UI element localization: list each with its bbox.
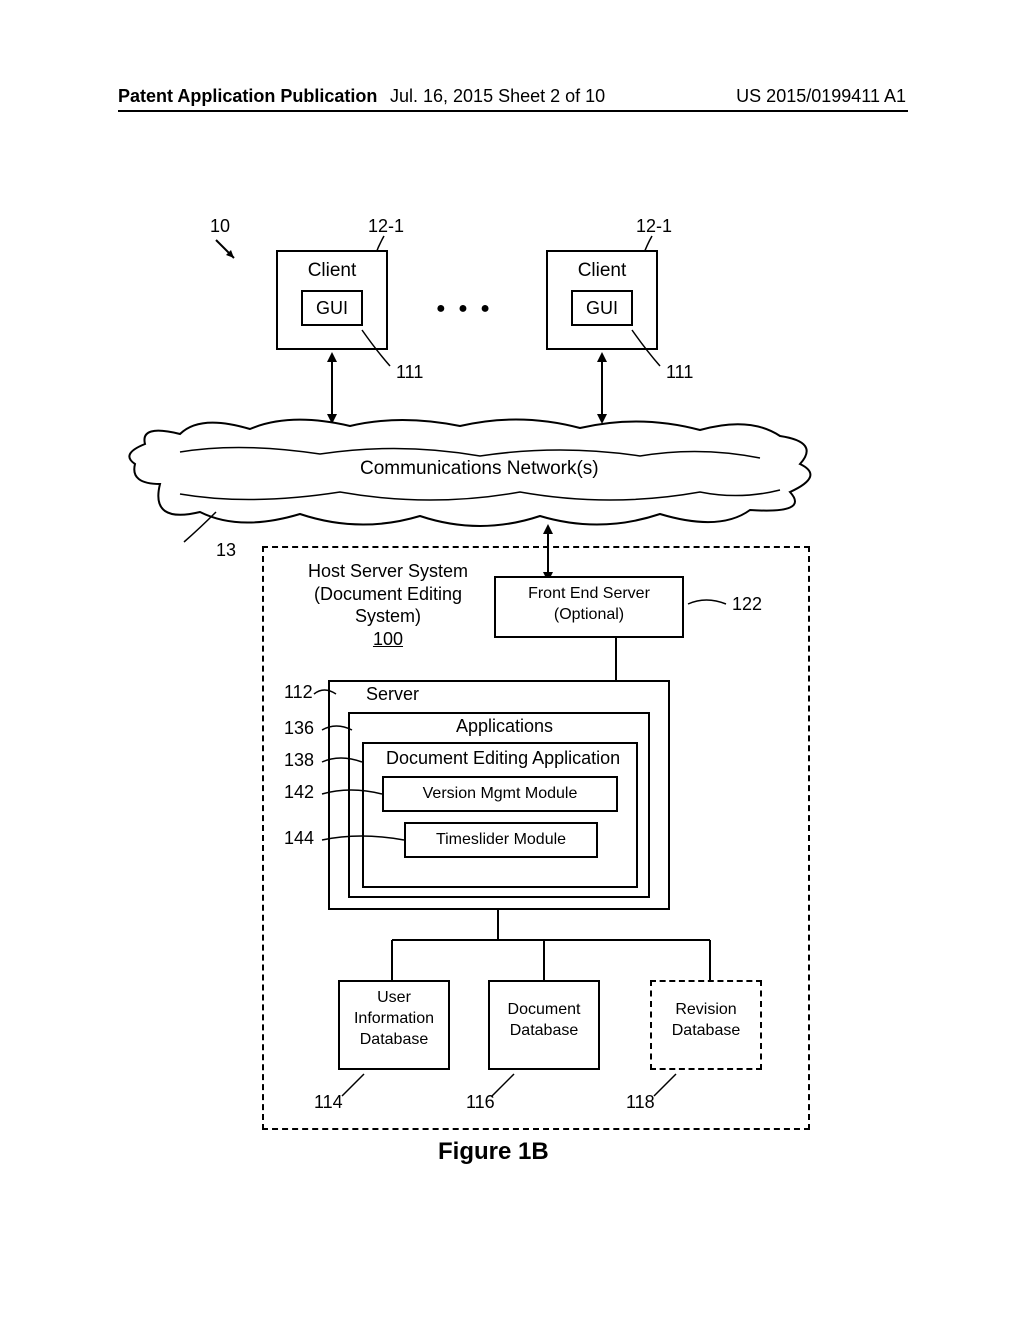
gui-box-left: GUI <box>301 290 363 326</box>
leader-applications-icon <box>320 720 356 740</box>
rev-db-line1: Revision <box>652 1000 760 1021</box>
ellipsis-label: ● ● ● <box>436 300 494 318</box>
ref-network: 13 <box>216 540 236 561</box>
front-end-line2: (Optional) <box>496 605 682 626</box>
leader-version-icon <box>320 784 386 804</box>
ref-rev-db: 118 <box>626 1092 655 1113</box>
ref-applications: 136 <box>284 718 314 739</box>
rev-db-box: Revision Database <box>650 980 762 1070</box>
header-right: US 2015/0199411 A1 <box>736 86 906 107</box>
ref-doc-db: 116 <box>466 1092 495 1113</box>
client-label-right: Client <box>548 260 656 282</box>
leader-gui-left-icon <box>358 326 398 376</box>
figure-label: Figure 1B <box>438 1138 549 1166</box>
ref-server: 112 <box>284 682 313 703</box>
ref-timeslider: 144 <box>284 828 314 849</box>
ref-gui-right: 111 <box>666 362 693 383</box>
leader-doc-edit-icon <box>320 752 366 772</box>
ref-front-end: 122 <box>732 594 762 615</box>
ref-user-db: 114 <box>314 1092 343 1113</box>
line-front-end-down-icon <box>614 638 618 682</box>
db-connector-icon <box>330 910 790 990</box>
leader-timeslider-icon <box>320 830 408 850</box>
host-ref-label: 100 <box>294 628 482 651</box>
version-module-box: Version Mgmt Module <box>382 776 618 812</box>
client-label: Client <box>278 260 386 282</box>
ref-system: 10 <box>210 216 230 237</box>
host-line3: System) <box>294 605 482 628</box>
front-end-line1: Front End Server <box>496 584 682 605</box>
ref-doc-edit-app: 138 <box>284 750 314 771</box>
leader-gui-right-icon <box>628 326 668 376</box>
doc-db-line1: Document <box>490 1000 598 1021</box>
gui-box-right: GUI <box>571 290 633 326</box>
ref-version-module: 142 <box>284 782 314 803</box>
user-db-line2: Information <box>340 1009 448 1030</box>
doc-db-line2: Database <box>490 1021 598 1042</box>
header-rule <box>118 110 908 112</box>
user-db-line3: Database <box>340 1030 448 1051</box>
host-label-block: Host Server System (Document Editing Sys… <box>294 560 482 650</box>
timeslider-module-box: Timeslider Module <box>404 822 598 858</box>
leader-front-end-icon <box>686 594 736 614</box>
doc-db-box: Document Database <box>488 980 600 1070</box>
applications-label: Applications <box>456 716 553 737</box>
network-label: Communications Network(s) <box>360 458 599 480</box>
header-left: Patent Application Publication <box>118 86 377 107</box>
leader-server-icon <box>312 684 338 704</box>
doc-edit-app-label: Document Editing Application <box>386 748 620 769</box>
front-end-server-box: Front End Server (Optional) <box>494 576 684 638</box>
arrow-system-icon <box>212 236 242 266</box>
server-label: Server <box>366 684 419 705</box>
user-db-box: User Information Database <box>338 980 450 1070</box>
rev-db-line2: Database <box>652 1021 760 1042</box>
host-line2: (Document Editing <box>294 583 482 606</box>
user-db-line1: User <box>340 988 448 1009</box>
ref-gui-left: 111 <box>396 362 423 383</box>
host-line1: Host Server System <box>294 560 482 583</box>
page: Patent Application Publication Jul. 16, … <box>0 0 1024 1320</box>
header-mid: Jul. 16, 2015 Sheet 2 of 10 <box>390 86 605 107</box>
